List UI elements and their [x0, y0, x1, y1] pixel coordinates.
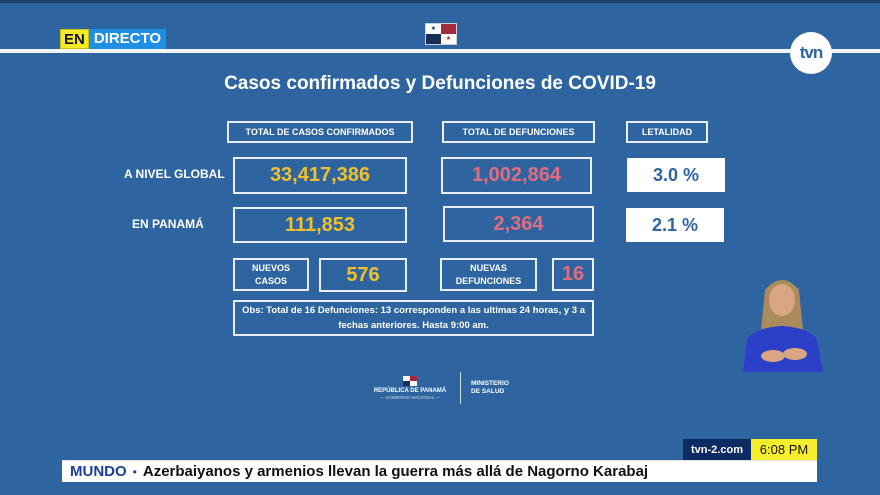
republic-name: REPÚBLICA DE PANAMÁ — [373, 388, 447, 394]
header-lethality: LETALIDAD — [626, 121, 708, 143]
sign-language-interpreter — [735, 270, 830, 372]
new-cases-label-line1: NUEVOS — [251, 262, 290, 273]
panama-mini-flag-icon — [403, 376, 417, 386]
live-badge-prefix: EN — [60, 29, 89, 49]
global-cases-value: 33,417,386 — [233, 157, 407, 194]
ministry-line2: DE SALUD — [471, 388, 505, 395]
footer-divider — [460, 372, 461, 404]
global-lethality-value: 3.0 % — [627, 158, 725, 192]
new-cases-label: NUEVOS CASOS — [233, 258, 309, 291]
new-deaths-label-line1: NUEVAS — [470, 262, 507, 273]
new-deaths-value: 16 — [552, 258, 594, 291]
news-ticker: MUNDO • Azerbaiyanos y armenios llevan l… — [62, 460, 817, 482]
header-rule — [0, 49, 880, 53]
ministry-name: MINISTERIO DE SALUD — [471, 380, 509, 396]
panama-cases-value: 111,853 — [233, 207, 407, 243]
ticker-category: MUNDO — [70, 463, 127, 480]
panama-lethality-value: 2.1 % — [626, 208, 724, 242]
global-deaths-value: 1,002,864 — [441, 157, 592, 194]
new-deaths-label: NUEVAS DEFUNCIONES — [440, 258, 537, 291]
panama-flag-icon: ★ ★ — [425, 23, 457, 45]
new-cases-label-line2: CASOS — [254, 275, 287, 286]
infographic-title: Casos confirmados y Defunciones de COVID… — [224, 73, 656, 94]
ticker-headline: Azerbaiyanos y armenios llevan la guerra… — [142, 463, 649, 480]
observation-note: Obs: Total de 16 Defunciones: 13 corresp… — [233, 300, 594, 336]
republic-logo: REPÚBLICA DE PANAMÁ — GOBIERNO NACIONAL … — [370, 376, 450, 400]
government-footer: REPÚBLICA DE PANAMÁ — GOBIERNO NACIONAL … — [370, 372, 509, 404]
ministry-line1: MINISTERIO — [471, 380, 509, 387]
panama-deaths-value: 2,364 — [443, 206, 594, 242]
clock: 6:08 PM — [751, 439, 817, 460]
top-edge — [0, 0, 880, 3]
live-badge-label: DIRECTO — [88, 29, 167, 49]
website-label: tvn-2.com — [683, 439, 751, 460]
channel-logo: tvn — [790, 32, 832, 74]
header-total-deaths: TOTAL DE DEFUNCIONES — [442, 121, 595, 143]
live-badge: EN DIRECTO — [60, 29, 167, 49]
new-cases-value: 576 — [319, 258, 407, 292]
header-total-cases: TOTAL DE CASOS CONFIRMADOS — [227, 121, 413, 143]
row-label-panama: EN PANAMÁ — [132, 217, 204, 231]
new-deaths-label-line2: DEFUNCIONES — [455, 275, 522, 286]
government-subtitle: — GOBIERNO NACIONAL — — [380, 395, 440, 400]
ticker-separator: • — [132, 464, 137, 479]
row-label-global: A NIVEL GLOBAL — [124, 167, 225, 181]
